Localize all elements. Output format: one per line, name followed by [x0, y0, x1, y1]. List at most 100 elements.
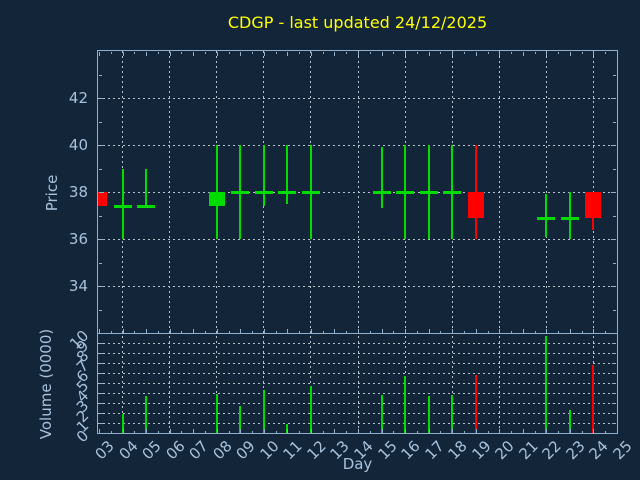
- price-tick-left: [99, 122, 102, 123]
- volume-bar-day-04: [121, 414, 124, 433]
- x-tick-bottom: [429, 429, 430, 433]
- x-tick-bottom: [617, 429, 618, 433]
- x-tick-top: [146, 52, 147, 56]
- x-tick-mid: [535, 331, 536, 333]
- volume-bar-day-12: [309, 386, 312, 433]
- volume-tick-right: [612, 393, 616, 394]
- x-tick-bottom: [111, 431, 112, 433]
- grid-vline-day-12: [310, 51, 311, 433]
- x-tick-bottom: [299, 431, 300, 433]
- x-tick-bottom: [311, 429, 312, 433]
- candle-wick-day-10: [262, 145, 265, 207]
- x-tick-bottom: [334, 429, 335, 433]
- candle-doji-day-09: [231, 191, 250, 194]
- volume-tick-left: [99, 353, 103, 354]
- x-tick-mid: [452, 329, 453, 333]
- x-tick-top: [217, 52, 218, 56]
- grid-hline-volume-1: [98, 423, 617, 424]
- x-tick-top: [181, 52, 182, 54]
- x-tick-bottom: [393, 431, 394, 433]
- x-tick-bottom: [523, 429, 524, 433]
- x-tick-bottom: [358, 429, 359, 433]
- x-tick-bottom: [193, 429, 194, 433]
- x-tick-top: [346, 52, 347, 54]
- x-tick-bottom: [205, 431, 206, 433]
- x-tick-mid: [546, 329, 547, 333]
- volume-bar-day-11: [286, 424, 289, 433]
- volume-bar-day-15: [380, 395, 383, 433]
- x-tick-mid: [570, 329, 571, 333]
- x-tick-bottom: [323, 431, 324, 433]
- x-tick-mid: [382, 329, 383, 333]
- volume-axis-label: Volume (0000): [37, 328, 55, 440]
- x-tick-top: [311, 52, 312, 56]
- x-tick-mid: [134, 331, 135, 333]
- price-tick-label-40: 40: [68, 136, 88, 154]
- price-axis-label: Price: [43, 174, 61, 212]
- x-tick-bottom: [535, 431, 536, 433]
- x-tick-mid: [323, 331, 324, 333]
- x-tick-bottom: [582, 431, 583, 433]
- x-tick-top: [570, 52, 571, 56]
- x-tick-mid: [205, 331, 206, 333]
- price-tick-left: [99, 75, 102, 76]
- x-tick-mid: [358, 329, 359, 333]
- candle-doji-day-22: [537, 216, 556, 220]
- grid-vline-day-10: [263, 51, 264, 433]
- candle-doji-day-12: [301, 191, 320, 194]
- candle-wick-day-04: [121, 168, 124, 239]
- x-tick-mid: [499, 329, 500, 333]
- volume-bar-day-19: [474, 375, 477, 433]
- volume-tick-left: [99, 373, 103, 374]
- x-tick-bottom: [99, 429, 100, 433]
- grid-hline-volume-2: [98, 413, 617, 414]
- x-tick-mid: [346, 331, 347, 333]
- volume-bar-day-08: [215, 394, 218, 433]
- x-tick-mid: [170, 329, 171, 333]
- x-tick-top: [170, 52, 171, 56]
- x-tick-top: [323, 52, 324, 54]
- candle-doji-day-23: [560, 216, 579, 220]
- x-tick-bottom: [605, 431, 606, 433]
- grid-hline-volume-5: [98, 383, 617, 384]
- x-tick-top: [523, 52, 524, 56]
- x-tick-bottom: [593, 429, 594, 433]
- x-axis-label: Day: [342, 455, 373, 473]
- x-tick-mid: [511, 331, 512, 333]
- volume-tick-right: [612, 343, 616, 344]
- grid-hline-volume-7: [98, 363, 617, 364]
- grid-vline-day-24: [593, 51, 594, 433]
- x-tick-bottom: [417, 431, 418, 433]
- x-tick-top: [582, 52, 583, 54]
- price-tick-label-34: 34: [68, 277, 88, 295]
- x-tick-top: [405, 52, 406, 56]
- x-tick-mid: [287, 329, 288, 333]
- x-tick-top: [499, 52, 500, 56]
- x-tick-bottom: [170, 429, 171, 433]
- x-tick-bottom: [276, 431, 277, 433]
- volume-bar-day-05: [145, 396, 148, 433]
- candle-doji-day-11: [278, 191, 297, 194]
- volume-tick-left: [99, 383, 103, 384]
- price-tick-right: [613, 263, 616, 264]
- x-tick-top: [452, 52, 453, 56]
- x-tick-bottom: [123, 429, 124, 433]
- grid-hline-volume-6: [98, 373, 617, 374]
- x-tick-bottom: [264, 429, 265, 433]
- volume-bar-day-22: [545, 336, 548, 433]
- x-tick-top: [617, 52, 618, 56]
- x-tick-bottom: [511, 431, 512, 433]
- x-tick-mid: [264, 329, 265, 333]
- x-tick-mid: [417, 331, 418, 333]
- x-tick-top: [393, 52, 394, 54]
- x-tick-top: [593, 52, 594, 56]
- price-tick-left: [99, 98, 104, 99]
- x-tick-mid: [240, 329, 241, 333]
- price-tick-left: [99, 145, 104, 146]
- x-tick-top: [264, 52, 265, 56]
- volume-bar-day-16: [404, 376, 407, 433]
- volume-bar-day-24: [592, 365, 595, 433]
- volume-bar-day-23: [568, 410, 571, 433]
- x-tick-top: [464, 52, 465, 54]
